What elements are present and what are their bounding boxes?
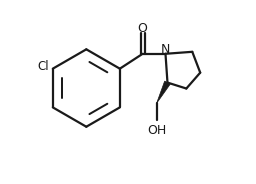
Text: O: O xyxy=(138,22,148,35)
Text: Cl: Cl xyxy=(37,60,49,73)
Text: OH: OH xyxy=(147,124,166,137)
Text: N: N xyxy=(161,43,170,56)
Polygon shape xyxy=(157,81,170,103)
